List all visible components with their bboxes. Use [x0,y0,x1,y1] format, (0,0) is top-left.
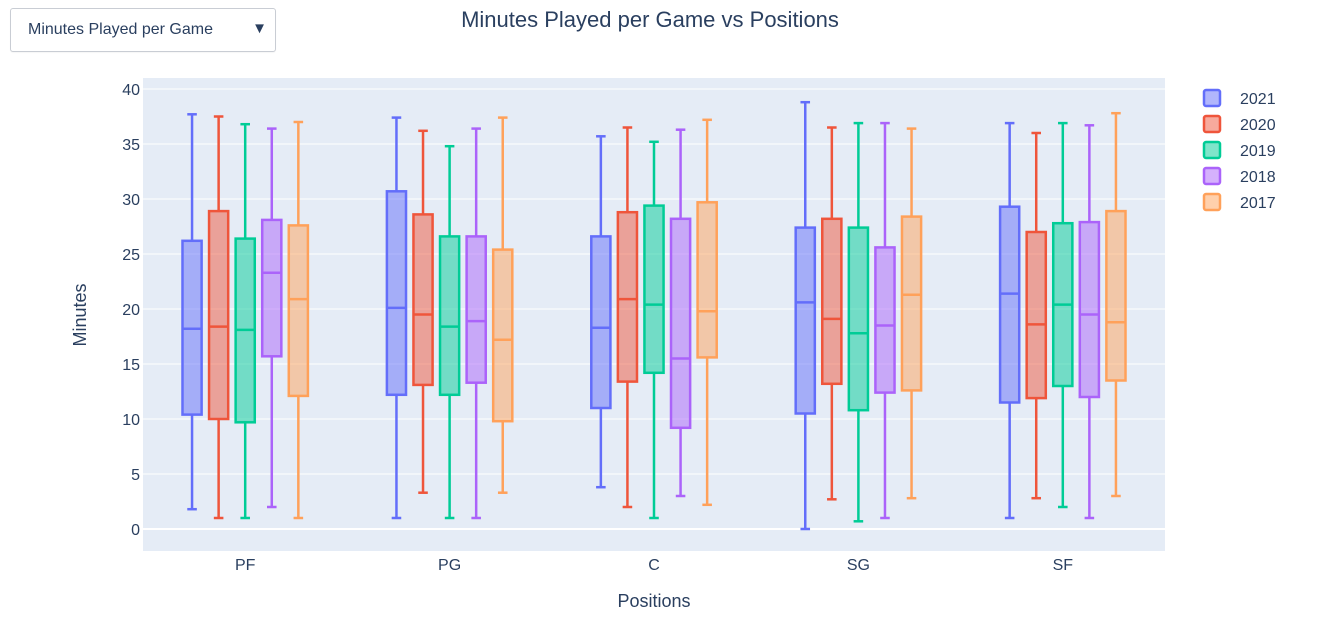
box-SF-2020[interactable] [1025,131,1048,500]
box-PG-2021[interactable] [385,116,408,520]
box-C-2019[interactable] [643,140,665,520]
y-tick-label: 15 [122,357,140,374]
box-body [696,201,718,359]
legend-item-2020[interactable]: 2020 [1202,114,1276,134]
box-SG-2019[interactable] [847,121,870,523]
chart-title: Minutes Played per Game vs Positions [461,7,839,32]
box-body [491,248,514,423]
legend-swatch [1202,88,1222,108]
legend-label: 2017 [1240,195,1276,212]
box-body [385,190,408,397]
legend-label: 2020 [1240,117,1276,134]
box-C-2021[interactable] [590,135,612,489]
box-PF-2020[interactable] [207,115,230,520]
box-SG-2017[interactable] [900,127,923,500]
box-body [669,217,692,430]
box-body [847,226,870,412]
x-tick-label: PG [438,557,461,574]
x-tick-labels: PF PG C SG SF [235,557,1073,574]
box-SF-2017[interactable] [1105,111,1127,498]
box-body [616,210,639,383]
y-tick-label: 35 [122,137,140,154]
box-body [1105,209,1127,382]
legend-swatch [1202,114,1222,134]
x-tick-label: C [648,557,660,574]
box-PF-2017[interactable] [287,120,310,520]
box-SG-2021[interactable] [794,100,817,531]
box-SG-2018[interactable] [874,121,896,520]
triangle-down-icon[interactable]: ▼ [252,20,267,37]
y-tick-labels: 0 5 10 15 20 25 30 35 40 [122,82,140,539]
box-SG-2020[interactable] [821,126,843,501]
box-body [874,246,896,394]
legend[interactable]: 2021 2020 2019 2018 2017 [1202,88,1276,212]
legend-swatch [1202,140,1222,160]
y-tick-label: 30 [122,192,140,209]
box-body [207,209,230,421]
box-PF-2018[interactable] [260,127,283,509]
legend-swatch [1202,192,1222,212]
y-axis-title: Minutes [70,283,90,346]
box-body [900,215,923,392]
box-PG-2019[interactable] [438,144,461,520]
y-tick-label: 5 [131,467,140,484]
box-SF-2021[interactable] [998,121,1021,520]
y-tick-label: 10 [122,412,140,429]
box-PG-2020[interactable] [412,129,434,494]
legend-label: 2019 [1240,143,1276,160]
legend-swatch [1202,166,1222,186]
x-tick-label: SG [847,557,870,574]
y-tick-label: 25 [122,247,140,264]
box-SF-2018[interactable] [1078,124,1101,520]
dropdown-selected-label: Minutes Played per Game [28,21,213,38]
box-body [794,226,817,415]
legend-label: 2021 [1240,91,1276,108]
box-body [1078,220,1101,399]
box-body [821,217,843,386]
box-body [643,204,665,375]
y-tick-label: 0 [131,522,140,539]
box-traces [181,100,1127,531]
legend-item-2017[interactable]: 2017 [1202,192,1276,212]
box-body [998,205,1021,404]
box-C-2020[interactable] [616,126,639,509]
legend-item-2019[interactable]: 2019 [1202,140,1276,160]
box-body [465,235,487,384]
box-body [590,235,612,410]
box-PF-2019[interactable] [234,122,257,520]
box-body [1025,230,1048,400]
box-PG-2017[interactable] [491,116,514,494]
metric-dropdown[interactable]: Minutes Played per Game ▼ [10,8,276,52]
x-axis-title: Positions [617,591,690,611]
box-PG-2018[interactable] [465,127,487,520]
box-C-2018[interactable] [669,128,692,498]
y-tick-label: 20 [122,302,140,319]
box-C-2017[interactable] [696,118,718,507]
box-body [287,224,310,398]
box-body [260,218,283,358]
box-SF-2019[interactable] [1051,121,1074,509]
legend-label: 2018 [1240,169,1276,186]
x-tick-label: PF [235,557,256,574]
legend-item-2021[interactable]: 2021 [1202,88,1276,108]
box-PF-2021[interactable] [181,113,203,511]
y-tick-label: 40 [122,82,140,99]
box-body [412,213,434,387]
x-tick-label: SF [1053,557,1074,574]
box-body [438,235,461,397]
legend-item-2018[interactable]: 2018 [1202,166,1276,186]
